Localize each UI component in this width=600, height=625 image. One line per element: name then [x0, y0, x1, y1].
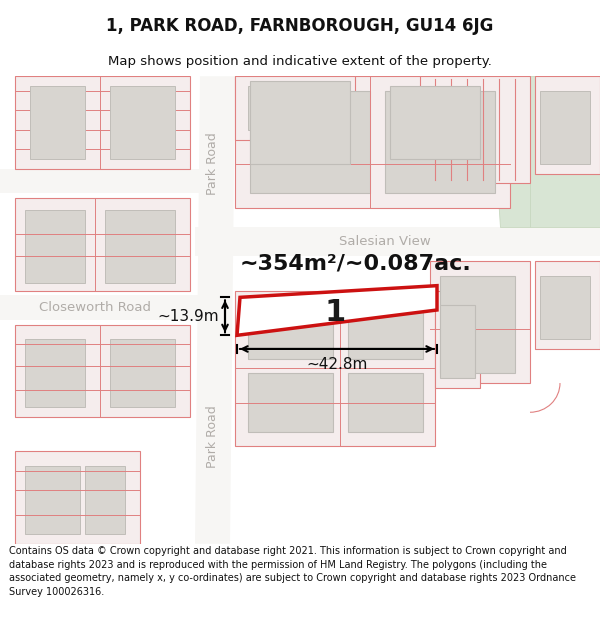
Text: 1: 1: [325, 298, 346, 328]
Polygon shape: [105, 209, 175, 282]
Polygon shape: [0, 169, 200, 193]
Text: ~42.8m: ~42.8m: [307, 357, 368, 372]
Polygon shape: [248, 86, 343, 130]
Polygon shape: [195, 76, 235, 544]
Polygon shape: [25, 339, 85, 408]
Polygon shape: [540, 91, 590, 164]
Polygon shape: [540, 276, 590, 339]
Polygon shape: [490, 76, 530, 228]
Polygon shape: [390, 86, 480, 159]
Polygon shape: [15, 451, 140, 544]
Polygon shape: [110, 339, 175, 408]
Text: Salesian View: Salesian View: [339, 236, 431, 248]
Polygon shape: [248, 300, 333, 359]
Polygon shape: [348, 305, 423, 359]
Polygon shape: [237, 286, 437, 336]
Text: 1, PARK ROAD, FARNBOROUGH, GU14 6JG: 1, PARK ROAD, FARNBOROUGH, GU14 6JG: [106, 17, 494, 35]
Polygon shape: [435, 291, 480, 388]
Polygon shape: [440, 305, 475, 378]
Text: Closeworth Road: Closeworth Road: [39, 301, 151, 314]
Polygon shape: [85, 466, 125, 534]
Polygon shape: [25, 466, 80, 534]
Polygon shape: [110, 86, 175, 159]
Polygon shape: [348, 373, 423, 432]
Polygon shape: [430, 261, 530, 383]
Polygon shape: [15, 76, 190, 169]
Text: Map shows position and indicative extent of the property.: Map shows position and indicative extent…: [108, 55, 492, 68]
Polygon shape: [440, 276, 515, 373]
Polygon shape: [195, 228, 600, 256]
Polygon shape: [530, 76, 600, 228]
Polygon shape: [420, 76, 530, 183]
Polygon shape: [30, 86, 85, 159]
Polygon shape: [235, 76, 355, 139]
Polygon shape: [235, 291, 435, 446]
Text: ~13.9m: ~13.9m: [157, 309, 219, 324]
Text: ~354m²/~0.087ac.: ~354m²/~0.087ac.: [240, 254, 472, 274]
Polygon shape: [235, 76, 510, 208]
Polygon shape: [15, 198, 190, 291]
Polygon shape: [535, 76, 600, 174]
Polygon shape: [0, 296, 200, 320]
Polygon shape: [535, 261, 600, 349]
Polygon shape: [15, 324, 190, 417]
Polygon shape: [25, 209, 85, 282]
Polygon shape: [250, 81, 350, 164]
Text: Park Road: Park Road: [206, 405, 220, 468]
Polygon shape: [385, 91, 495, 193]
Text: Park Road: Park Road: [206, 132, 220, 195]
Polygon shape: [250, 91, 370, 193]
Polygon shape: [248, 373, 333, 432]
Text: Contains OS data © Crown copyright and database right 2021. This information is : Contains OS data © Crown copyright and d…: [9, 546, 576, 597]
